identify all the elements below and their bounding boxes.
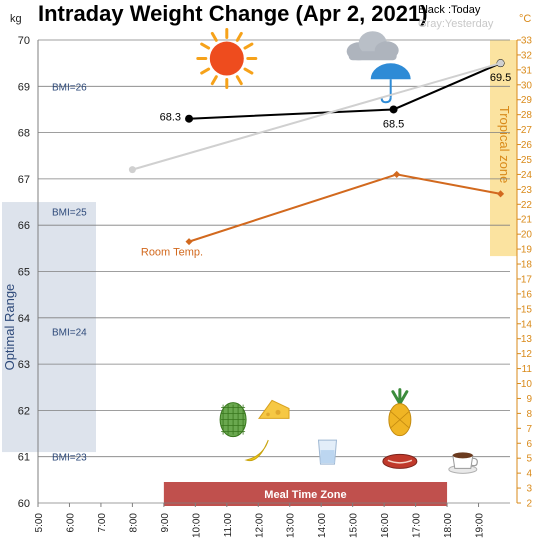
y2-tick-label: 23 — [521, 185, 533, 196]
series-point-today — [389, 105, 398, 114]
y-tick-label: 61 — [18, 452, 30, 464]
y2-tick-label: 27 — [521, 125, 533, 136]
y2-tick-label: 2 — [526, 499, 532, 510]
y-tick-label: 67 — [18, 174, 30, 186]
bmi-label: BMI=23 — [52, 453, 87, 464]
custard-apple-icon — [219, 402, 247, 438]
y2-tick-label: 20 — [521, 230, 533, 241]
y-tick-label: 68 — [18, 128, 30, 140]
y2-tick-label: 14 — [521, 319, 533, 330]
meal-time-zone-bar — [163, 482, 448, 506]
series-point-room_temp — [393, 170, 401, 178]
y-tick-label: 66 — [18, 220, 30, 232]
meat-icon — [382, 453, 418, 469]
y2-tick-label: 19 — [521, 245, 533, 256]
tropical-zone-label: Tropical zone — [497, 106, 512, 184]
y2-tick-label: 9 — [526, 394, 532, 405]
y2-tick-label: 10 — [521, 379, 533, 390]
y2-tick-label: 8 — [526, 409, 532, 420]
tropical-zone-band — [490, 40, 517, 257]
chart-title: Intraday Weight Change (Apr 2, 2021) — [38, 1, 428, 26]
y2-tick-label: 7 — [526, 424, 532, 435]
y2-tick-label: 18 — [521, 260, 533, 271]
y2-tick-label: 29 — [521, 95, 533, 106]
bmi-label: BMI=24 — [52, 328, 87, 339]
series-line-yesterday — [132, 62, 501, 171]
y-tick-label: 64 — [18, 313, 30, 325]
y2-tick-label: 11 — [522, 364, 533, 375]
y2-tick-label: 22 — [521, 200, 533, 211]
y2-tick-label: 33 — [521, 36, 533, 47]
room-temp-label: Room Temp. — [141, 247, 203, 259]
y-tick-label: 62 — [18, 405, 30, 417]
x-tick-label: 13:00 — [286, 513, 297, 538]
x-tick-label: 18:00 — [443, 513, 454, 538]
x-tick-label: 15:00 — [349, 513, 360, 538]
x-tick-label: 16:00 — [380, 513, 391, 538]
y2-tick-label: 31 — [521, 65, 533, 76]
pineapple-icon — [388, 388, 412, 437]
left-axis-unit: kg — [10, 13, 22, 25]
series-point-yesterday — [497, 59, 505, 67]
y2-tick-label: 12 — [521, 349, 533, 360]
x-tick-label: 14:00 — [317, 513, 328, 538]
y2-tick-label: 6 — [526, 439, 532, 450]
y2-tick-label: 3 — [526, 484, 532, 495]
x-tick-label: 11:00 — [223, 513, 234, 538]
y2-tick-label: 4 — [526, 469, 532, 480]
x-tick-label: 12:00 — [254, 513, 265, 538]
y2-tick-label: 13 — [521, 334, 533, 345]
coffee-cup-icon — [448, 452, 478, 474]
series-point-today — [185, 114, 194, 123]
series-point-room_temp — [185, 238, 193, 246]
series-point-yesterday — [128, 166, 136, 174]
optimal-range-label: Optimal Range — [2, 284, 17, 371]
bmi-label: BMI=26 — [52, 82, 87, 93]
y-tick-label: 60 — [18, 498, 30, 510]
x-tick-label: 10:00 — [191, 513, 202, 538]
data-label: 69.5 — [490, 72, 511, 84]
y2-tick-label: 21 — [521, 215, 533, 226]
x-tick-label: 19:00 — [475, 513, 486, 538]
y-tick-label: 69 — [18, 81, 30, 93]
legend-today: Black :Today — [418, 4, 481, 16]
water-glass-icon — [317, 439, 338, 465]
y-tick-label: 63 — [18, 359, 30, 371]
right-axis-unit: °C — [519, 13, 531, 25]
x-tick-label: 9:00 — [160, 513, 171, 533]
cloud-umbrella-icon — [346, 31, 411, 104]
y2-tick-label: 28 — [521, 110, 533, 121]
y-tick-label: 65 — [18, 267, 30, 279]
x-tick-label: 6:00 — [65, 513, 76, 533]
y2-tick-label: 16 — [521, 289, 533, 300]
bmi-label: BMI=25 — [52, 207, 87, 218]
y2-tick-label: 30 — [521, 80, 533, 91]
y2-tick-label: 25 — [521, 155, 533, 166]
data-label: 68.5 — [383, 118, 404, 130]
data-label: 68.3 — [160, 112, 181, 124]
series-line-room_temp — [188, 173, 501, 243]
y2-tick-label: 32 — [521, 50, 533, 61]
x-tick-label: 17:00 — [412, 513, 423, 538]
x-tick-label: 5:00 — [34, 513, 45, 533]
y2-tick-label: 17 — [521, 274, 533, 285]
sun-icon — [196, 28, 258, 90]
x-tick-label: 7:00 — [97, 513, 108, 533]
y-tick-label: 70 — [18, 35, 30, 47]
y2-tick-label: 5 — [526, 454, 532, 465]
y2-tick-label: 26 — [521, 140, 533, 151]
x-tick-label: 8:00 — [128, 513, 139, 533]
y2-tick-label: 15 — [521, 304, 533, 315]
banana-icon — [244, 439, 269, 462]
series-point-room_temp — [497, 190, 505, 198]
cheese-icon — [258, 399, 290, 419]
legend-yesterday: Gray:Yesterday — [418, 18, 494, 30]
meal-time-zone-label: Meal Time Zone — [264, 489, 346, 501]
y2-tick-label: 24 — [521, 170, 533, 181]
